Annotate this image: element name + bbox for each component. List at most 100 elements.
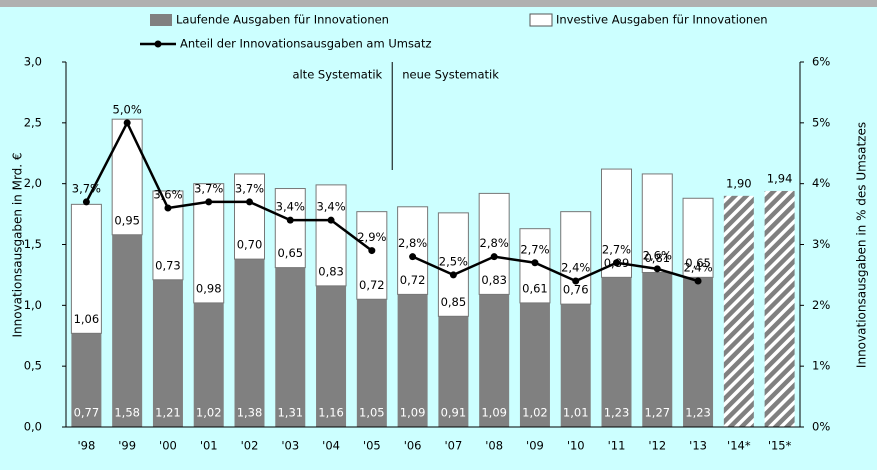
y2-tick-label: 6% — [812, 55, 830, 69]
bar-label: 0,95 — [114, 213, 140, 227]
bar — [479, 294, 510, 427]
x-tick-label: '12 — [648, 439, 666, 453]
y2-axis-label: Innovationsausgaben in % des Umsatzes — [855, 122, 869, 368]
line-marker — [327, 216, 335, 224]
x-tick-label: '01 — [200, 439, 218, 453]
y2-tick-label: 0% — [812, 420, 830, 434]
bar-label: 1,16 — [318, 406, 344, 420]
line-marker — [82, 198, 90, 206]
line-marker — [368, 247, 376, 255]
bar-label: 0,83 — [481, 273, 507, 287]
bar-label: 1,09 — [400, 406, 426, 420]
line-label: 2,8% — [480, 236, 509, 250]
bar-label: 1,90 — [726, 176, 752, 190]
bar-label: 0,83 — [318, 264, 344, 278]
bar — [316, 285, 347, 427]
line-label: 2,9% — [357, 230, 386, 244]
bar-label: 0,65 — [685, 256, 711, 270]
bar-label: 1,02 — [196, 406, 222, 420]
bar-label: 1,02 — [522, 406, 548, 420]
y2-tick-label: 1% — [812, 359, 830, 373]
line-label: 2,7% — [602, 242, 631, 256]
line-label: 2,4% — [561, 261, 590, 275]
bar — [764, 190, 795, 427]
y-tick-label: 2,0 — [24, 176, 42, 190]
bar-label: 1,01 — [563, 406, 589, 420]
y-tick-label: 0,0 — [24, 420, 42, 434]
line-marker — [409, 253, 417, 261]
bar-label: 1,23 — [604, 406, 630, 420]
x-tick-label: '13 — [689, 439, 707, 453]
y-tick-label: 2,5 — [24, 115, 42, 129]
divider-label: alte Systematik — [292, 68, 382, 82]
bar — [315, 184, 347, 287]
y2-tick-label: 4% — [812, 176, 830, 190]
y2-tick-label: 2% — [812, 298, 830, 312]
bar — [397, 206, 429, 295]
x-tick-label: '00 — [159, 439, 177, 453]
y-tick-label: 3,0 — [24, 55, 42, 69]
line-marker — [286, 216, 294, 224]
x-tick-label: '05 — [363, 439, 381, 453]
x-tick-label: '07 — [444, 439, 462, 453]
legend-label: Laufende Ausgaben für Innovationen — [176, 13, 389, 27]
line-label: 5,0% — [113, 102, 142, 116]
bar — [519, 302, 550, 427]
bar-label: 1,31 — [277, 406, 303, 420]
bar-label: 0,77 — [74, 406, 100, 420]
bar — [683, 277, 714, 427]
x-tick-label: '03 — [281, 439, 299, 453]
line-label: 2,4% — [683, 261, 712, 275]
x-tick-label: '99 — [118, 439, 136, 453]
bar-label: 0,85 — [441, 295, 467, 309]
x-tick-label: '10 — [567, 439, 585, 453]
bar — [641, 173, 673, 273]
line-marker — [531, 259, 539, 267]
line-label: 3,4% — [276, 200, 305, 214]
bar-label: 1,23 — [685, 406, 711, 420]
bar-label: 0,72 — [359, 278, 385, 292]
bar-label: 1,09 — [481, 406, 507, 420]
x-tick-label: '08 — [485, 439, 503, 453]
line-marker — [205, 198, 213, 206]
line-marker — [490, 253, 498, 261]
legend-swatch — [529, 13, 553, 27]
bar — [356, 211, 388, 300]
divider-label: neue Systematik — [402, 68, 499, 82]
bar-label: 1,58 — [114, 406, 140, 420]
bar — [601, 277, 632, 427]
bar-label: 1,05 — [359, 406, 385, 420]
line-label: 2,7% — [520, 242, 549, 256]
bar — [723, 195, 754, 427]
bar-label: 1,38 — [237, 406, 263, 420]
line-label: 3,7% — [72, 181, 101, 195]
line-marker — [246, 198, 253, 206]
line-marker — [123, 119, 131, 127]
bar — [152, 279, 183, 427]
y-tick-label: 1,0 — [24, 298, 42, 312]
bar — [275, 267, 306, 427]
bar — [397, 294, 428, 427]
bar-label: 0,70 — [237, 238, 263, 252]
line-label: 3,6% — [153, 188, 182, 202]
bar — [71, 333, 102, 427]
line-label: 3,4% — [316, 200, 345, 214]
y-axis-label: Innovationsausgaben in Mrd. € — [11, 152, 25, 337]
bar — [437, 212, 469, 317]
x-tick-label: '14* — [727, 439, 751, 453]
x-tick-label: '15* — [768, 439, 792, 453]
line-marker — [449, 271, 457, 279]
bar — [642, 272, 673, 427]
bar-label: 0,65 — [277, 246, 303, 260]
y-tick-label: 0,5 — [24, 359, 42, 373]
legend-label: Anteil der Innovationsausgaben am Umsatz — [180, 37, 432, 51]
legend-label: Investive Ausgaben für Innovationen — [556, 13, 768, 27]
bar-label: 0,72 — [400, 273, 426, 287]
y-tick-label: 1,5 — [24, 237, 42, 251]
bar — [560, 304, 591, 427]
bar — [234, 259, 265, 427]
bar — [682, 197, 714, 278]
line-label: 2,5% — [439, 254, 468, 268]
line-label: 3,7% — [235, 181, 264, 195]
